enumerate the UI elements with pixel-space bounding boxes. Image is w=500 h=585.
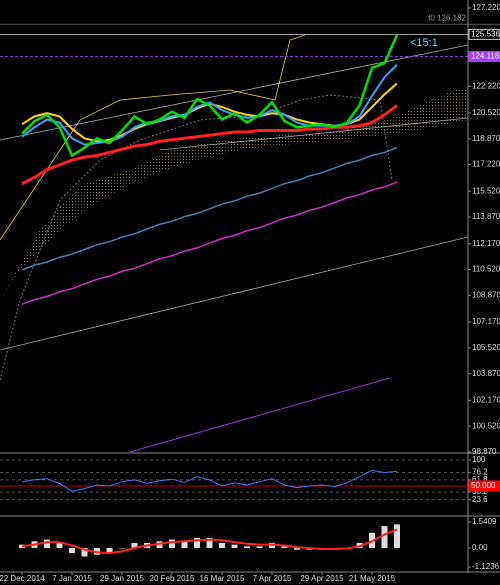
y-tick-label: 0.00	[472, 543, 488, 552]
x-tick-label: 16 Mar 2015	[200, 574, 245, 583]
histogram-bar	[106, 548, 113, 554]
x-tick-label: 20 Feb 2015	[150, 574, 195, 583]
histogram-bar	[219, 542, 225, 549]
histogram-bar	[194, 537, 200, 549]
y-tick-label: 118.870	[472, 134, 500, 143]
histogram-bar	[281, 546, 288, 549]
series-line	[21, 63, 398, 146]
y-tick-label: 1.5409	[472, 517, 497, 526]
band	[0, 34, 306, 241]
histogram-bar	[294, 548, 300, 550]
y-tick-label: 108.870	[472, 290, 500, 299]
series-line	[21, 146, 398, 271]
level-label: 50.000	[471, 481, 496, 490]
histogram-bar	[56, 542, 63, 549]
x-tick-label: 7 Jan 2015	[52, 574, 92, 583]
y-tick-label: 61.8	[472, 475, 488, 484]
histogram-bar	[44, 539, 50, 549]
histogram-bar	[81, 548, 88, 557]
x-tick-label: 22 Dec 2014	[0, 574, 45, 583]
y-tick-label: 120.520	[472, 108, 500, 117]
histogram-bar	[231, 544, 238, 549]
histogram-bar	[381, 526, 388, 549]
trend-line	[159, 117, 469, 151]
y-tick-label: 117.220	[472, 160, 500, 169]
level-box	[468, 28, 500, 40]
y-tick-label: 115.520	[472, 186, 500, 195]
histogram-bar	[244, 546, 250, 549]
annotation: <15:1	[410, 37, 438, 49]
histogram-bar	[119, 548, 125, 549]
y-tick-label: 100.520	[472, 421, 500, 430]
y-tick-label: 103.870	[472, 369, 500, 378]
y-tick-label: 102.170	[472, 395, 500, 404]
x-tick-label: 7 Apr 2015	[253, 574, 292, 583]
y-tick-label: 110.520	[472, 265, 500, 274]
histogram-bar	[206, 537, 213, 549]
x-tick-label: 29 Apr 2015	[300, 574, 344, 583]
x-tick-label: 29 Jan 2015	[100, 574, 145, 583]
level-label: 124.118	[471, 52, 500, 61]
level-box	[468, 480, 500, 492]
envelope	[0, 94, 393, 381]
y-tick-label: 107.170	[472, 317, 500, 326]
x-tick-label: 21 May 2015	[349, 574, 396, 583]
histogram-bar	[19, 544, 25, 549]
trend-line	[0, 236, 469, 351]
histogram-bar	[256, 546, 263, 549]
y-tick-label: 112.170	[472, 239, 500, 248]
y-tick-label: 100	[472, 455, 486, 464]
histogram-bar	[394, 524, 400, 549]
y-tick-label: -1.1236	[472, 562, 500, 571]
histogram-bar	[131, 542, 138, 549]
y-tick-label: 122.220	[472, 81, 500, 90]
level-label: t0 126.182	[428, 13, 466, 22]
y-tick-label: 23.6	[472, 495, 488, 504]
histogram-bar	[169, 539, 175, 549]
series-line	[21, 469, 398, 492]
series-line	[21, 34, 399, 158]
level-box	[468, 51, 500, 63]
y-tick-label: 127.220	[472, 3, 500, 12]
y-tick-label: 98.870	[472, 447, 497, 456]
trend-line	[0, 44, 469, 141]
y-tick-label: 38.2	[472, 487, 488, 496]
histogram-bar	[181, 541, 188, 549]
y-tick-label: 105.520	[472, 343, 500, 352]
histogram-bar	[69, 548, 75, 554]
y-tick-label: 76.2	[472, 467, 488, 476]
series-line	[21, 181, 398, 306]
level-label: 125.536	[471, 29, 500, 38]
series-line	[21, 528, 398, 555]
trend-line	[129, 377, 391, 453]
cloud	[0, 88, 468, 300]
y-tick-label: 113.870	[472, 212, 500, 221]
